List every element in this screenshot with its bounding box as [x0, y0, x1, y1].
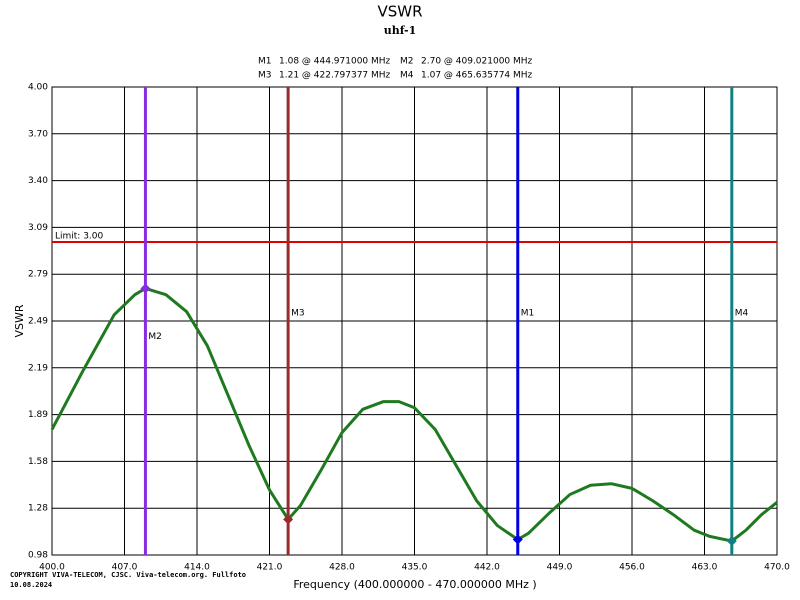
legend-text: 2.70 @ 409.021000 MHz	[421, 57, 533, 67]
y-tick-label: 3.70	[28, 129, 48, 139]
y-tick-label: 3.09	[28, 223, 48, 233]
series-line	[50, 286, 778, 543]
legend-name: M1	[258, 57, 272, 67]
legend-text: 1.07 @ 465.635774 MHz	[421, 71, 533, 81]
legend-text: 1.21 @ 422.797377 MHz	[279, 71, 391, 81]
x-tick-label: 428.0	[329, 563, 355, 573]
y-tick-label: 1.89	[28, 410, 48, 420]
x-tick-label: 400.0	[39, 563, 65, 573]
marker-point	[512, 534, 523, 545]
y-tick-label: 1.28	[28, 504, 48, 514]
x-axis-label: Frequency (400.000000 - 470.000000 MHz )	[293, 578, 536, 591]
legend-name: M3	[258, 71, 272, 81]
x-tick-label: 470.0	[764, 563, 790, 573]
marker-point	[140, 283, 151, 294]
x-tick-label: 421.0	[257, 563, 283, 573]
date: 10.08.2024	[10, 581, 52, 589]
marker-label: M1	[521, 309, 535, 319]
y-tick-label: 4.00	[28, 83, 48, 93]
x-tick-label: 442.0	[474, 563, 500, 573]
y-tick-label: 2.19	[28, 363, 48, 373]
legend-name: M2	[400, 57, 414, 67]
y-tick-label: 2.49	[28, 317, 48, 327]
x-tick-label: 456.0	[619, 563, 645, 573]
y-tick-label: 2.79	[28, 270, 48, 280]
chart-subtitle: uhf-1	[384, 24, 417, 37]
chart-title: VSWR	[377, 3, 422, 21]
legend-name: M4	[400, 71, 414, 81]
y-tick-label: 3.40	[28, 176, 48, 186]
limit-label: Limit: 3.00	[55, 231, 104, 241]
marker-label: M2	[148, 332, 162, 342]
marker-label: M4	[735, 309, 749, 319]
y-axis-label: VSWR	[13, 304, 26, 337]
y-tick-label: 0.98	[28, 551, 48, 561]
marker-point	[726, 536, 737, 547]
y-tick-label: 1.58	[28, 457, 48, 467]
x-tick-label: 463.0	[692, 563, 718, 573]
copyright: COPYRIGHT VIVA-TELECOM, CJSC. Viva-telec…	[10, 571, 246, 579]
x-tick-label: 414.0	[184, 563, 210, 573]
legend-text: 1.08 @ 444.971000 MHz	[279, 57, 391, 67]
x-tick-label: 449.0	[547, 563, 573, 573]
marker-label: M3	[291, 309, 305, 319]
x-tick-label: 435.0	[402, 563, 428, 573]
x-tick-label: 407.0	[112, 563, 138, 573]
marker-point	[283, 514, 294, 525]
